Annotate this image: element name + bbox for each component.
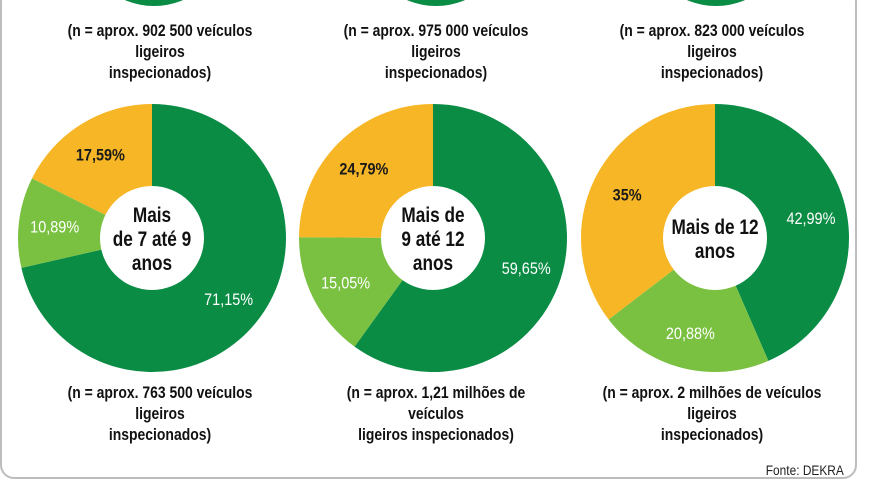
top-caption-1-line1: (n = aprox. 902 500 veículos ligeiros xyxy=(67,21,253,61)
center-label-line-2: anos xyxy=(132,253,172,276)
top-caption-1: (n = aprox. 902 500 veículos ligeiros in… xyxy=(45,20,275,83)
caption-chart-2: (n = aprox. 1,21 milhões de veículos lig… xyxy=(321,382,551,445)
center-label-line-1: de 7 até 9 xyxy=(113,229,191,252)
top-caption-3-line2: inspecionados) xyxy=(660,63,764,82)
top-caption-2: (n = aprox. 975 000 veículos ligeiros in… xyxy=(321,20,551,83)
center-label-line-0: Mais de 12 xyxy=(671,217,758,240)
caption-chart-3-line2: inspecionados) xyxy=(660,425,764,444)
slice-2 xyxy=(581,104,715,320)
slice-label-2: 17,59% xyxy=(76,147,125,165)
slice-label-1: 10,89% xyxy=(30,218,79,236)
slice-0 xyxy=(715,104,849,361)
top-caption-3: (n = aprox. 823 000 veículos ligeiros in… xyxy=(597,20,827,83)
slice-label-2: 35% xyxy=(613,187,642,205)
top-caption-2-line2: inspecionados) xyxy=(384,63,488,82)
caption-chart-1: (n = aprox. 763 500 veículos ligeiros in… xyxy=(45,382,275,445)
caption-chart-2-line1: (n = aprox. 1,21 milhões de veículos xyxy=(346,383,526,423)
slice-label-1: 20,88% xyxy=(666,325,715,343)
caption-chart-2-line2: ligeiros inspecionados) xyxy=(358,425,514,444)
caption-chart-3-line1: (n = aprox. 2 milhões de veículos ligeir… xyxy=(602,383,822,423)
slice-label-2: 24,79% xyxy=(339,161,388,179)
top-caption-2-line1: (n = aprox. 975 000 veículos ligeiros xyxy=(343,21,529,61)
donut-hole xyxy=(100,186,204,290)
center-label-line-0: Mais de xyxy=(401,205,464,228)
center-label-line-0: Mais xyxy=(133,205,171,228)
infographic-frame xyxy=(0,0,857,479)
center-label-line-1: 9 até 12 xyxy=(401,229,464,252)
center-label-line-2: anos xyxy=(413,253,453,276)
source-label: Fonte: DEKRA xyxy=(765,462,844,478)
top-donut-3 xyxy=(686,0,746,6)
slice-label-1: 15,05% xyxy=(321,274,370,292)
donut-hole xyxy=(381,186,485,290)
top-caption-3-line1: (n = aprox. 823 000 veículos ligeiros xyxy=(619,21,805,61)
caption-chart-1-line2: inspecionados) xyxy=(108,425,212,444)
slice-label-0: 71,15% xyxy=(204,291,253,309)
slice-label-0: 42,99% xyxy=(786,210,835,228)
caption-chart-1-line1: (n = aprox. 763 500 veículos ligeiros xyxy=(67,383,253,423)
center-label-line-1: anos xyxy=(695,241,735,264)
top-donut-1 xyxy=(124,0,184,6)
caption-chart-3: (n = aprox. 2 milhões de veículos ligeir… xyxy=(597,382,827,445)
top-donut-2 xyxy=(406,0,466,6)
donut-hole xyxy=(663,186,767,290)
top-caption-1-line2: inspecionados) xyxy=(108,63,212,82)
slice-label-0: 59,65% xyxy=(502,260,551,278)
